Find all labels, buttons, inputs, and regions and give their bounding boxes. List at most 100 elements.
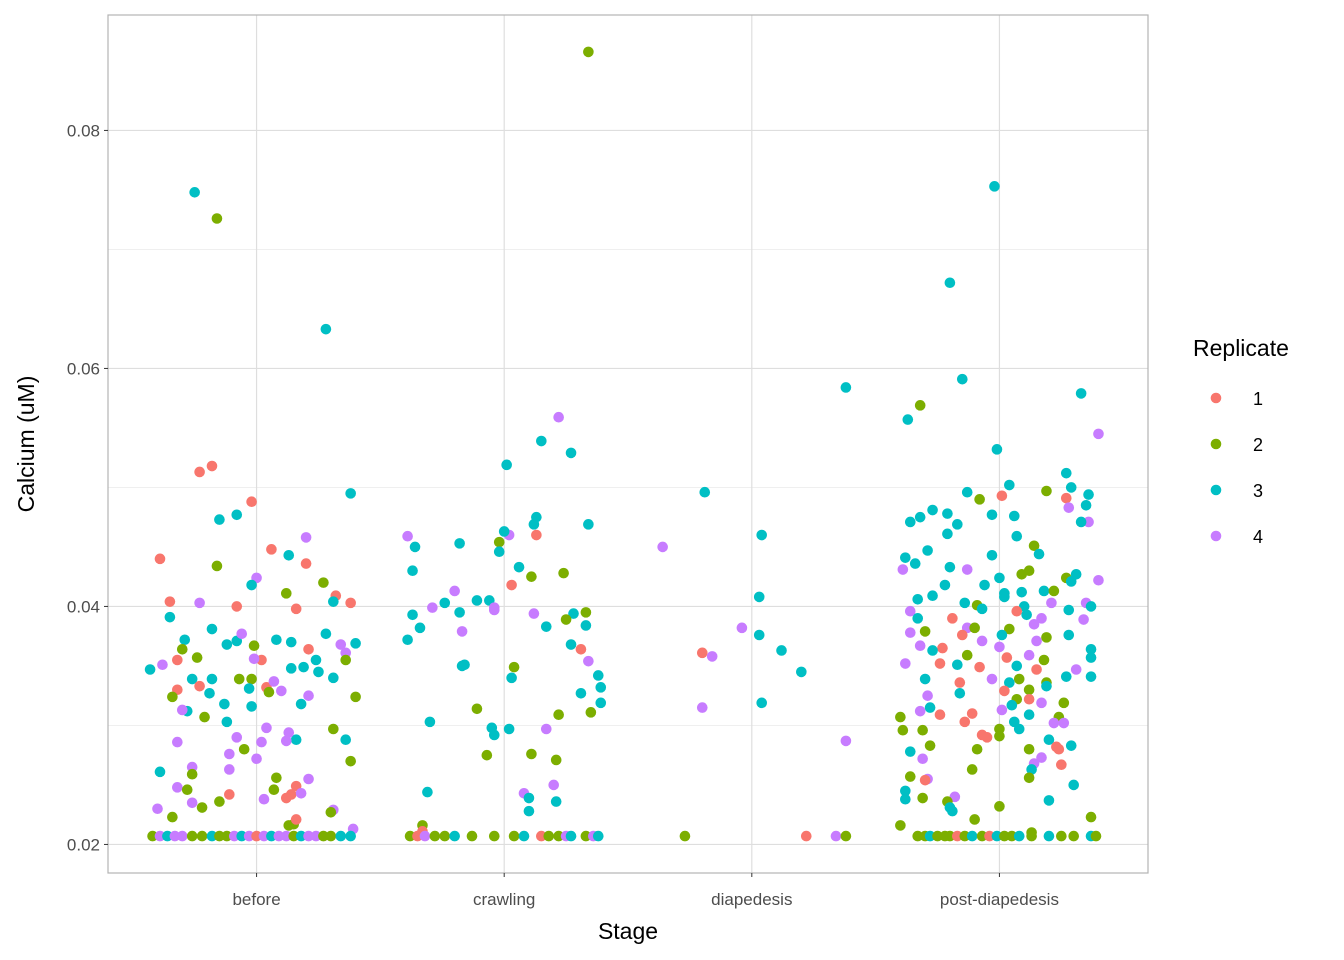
data-point-replicate-2	[944, 830, 956, 842]
data-point-replicate-2	[288, 830, 300, 842]
data-point-replicate-4	[154, 830, 166, 842]
data-point-replicate-2	[1041, 485, 1052, 497]
data-point-replicate-1	[224, 789, 235, 800]
data-point-replicate-1	[959, 716, 971, 728]
data-point-replicate-2	[580, 607, 592, 618]
data-point-replicate-2	[904, 771, 916, 782]
data-point-replicate-4	[176, 830, 188, 842]
data-point-replicate-4	[258, 793, 270, 805]
data-point-replicate-4	[1023, 649, 1035, 661]
data-point-replicate-3	[290, 734, 302, 746]
data-point-replicate-2	[325, 807, 337, 818]
data-point-replicate-3	[1013, 723, 1025, 735]
data-point-replicate-3	[991, 830, 1003, 842]
data-point-replicate-4	[186, 797, 198, 809]
data-point-replicate-4	[1048, 717, 1060, 729]
data-point-replicate-3	[927, 645, 938, 656]
data-point-replicate-4	[897, 564, 909, 575]
data-point-replicate-3	[540, 621, 552, 632]
data-point-replicate-3	[266, 830, 277, 842]
data-point-replicate-3	[285, 663, 297, 674]
data-point-replicate-3	[1043, 795, 1055, 806]
data-point-replicate-3	[246, 579, 257, 591]
data-point-replicate-1	[290, 814, 302, 825]
data-point-replicate-4	[976, 635, 988, 647]
data-point-replicate-3	[961, 486, 973, 498]
data-point-replicate-3	[313, 666, 324, 678]
data-point-replicate-3	[1060, 671, 1072, 682]
data-point-replicate-3	[295, 830, 307, 842]
data-point-replicate-1	[251, 830, 262, 842]
data-point-replicate-2	[280, 588, 292, 599]
data-point-replicate-2	[1004, 623, 1015, 635]
data-point-replicate-3	[1021, 609, 1032, 621]
legend-label: 3	[1253, 481, 1263, 501]
data-point-replicate-2	[328, 723, 339, 735]
data-point-replicate-4	[1070, 664, 1082, 675]
data-point-replicate-2	[1048, 585, 1060, 597]
data-point-replicate-4	[224, 748, 235, 760]
data-point-replicate-2	[350, 691, 361, 703]
data-point-replicate-4	[1031, 635, 1042, 647]
data-point-replicate-4	[268, 676, 280, 687]
data-point-replicate-4	[169, 830, 181, 842]
legend-key-4	[1210, 530, 1222, 542]
data-point-replicate-2	[471, 703, 483, 715]
data-point-replicate-3	[162, 830, 173, 842]
data-point-replicate-2	[550, 754, 562, 766]
data-point-replicate-4	[840, 735, 852, 747]
data-point-replicate-4	[456, 626, 468, 637]
data-point-replicate-2	[211, 560, 223, 572]
data-point-replicate-4	[273, 830, 285, 842]
data-point-replicate-3	[954, 688, 966, 699]
data-point-replicate-2	[340, 654, 352, 666]
legend-label: 1	[1253, 389, 1263, 409]
data-point-replicate-4	[419, 830, 431, 842]
data-point-replicate-1	[696, 647, 708, 659]
data-point-replicate-2	[404, 830, 416, 842]
data-point-replicate-2	[283, 820, 295, 831]
data-point-replicate-2	[917, 792, 928, 804]
data-point-replicate-2	[924, 740, 936, 751]
data-point-replicate-1	[800, 830, 812, 842]
data-point-replicate-1	[966, 708, 978, 719]
data-point-replicate-2	[526, 748, 537, 760]
data-point-replicate-3	[189, 187, 200, 198]
data-point-replicate-4	[276, 685, 287, 697]
data-point-replicate-3	[214, 514, 225, 525]
data-point-replicate-4	[449, 585, 460, 597]
data-point-replicate-2	[147, 830, 158, 842]
data-point-replicate-4	[152, 803, 163, 815]
data-point-replicate-3	[236, 830, 248, 842]
data-point-replicate-3	[699, 486, 711, 498]
data-point-replicate-3	[796, 666, 807, 678]
data-point-replicate-3	[407, 609, 418, 621]
data-point-replicate-4	[900, 658, 911, 669]
data-point-replicate-4	[657, 541, 668, 553]
legend-key-2	[1210, 438, 1222, 450]
data-point-replicate-3	[942, 528, 953, 540]
data-point-replicate-3	[1033, 548, 1045, 560]
data-point-replicate-4	[1058, 717, 1070, 729]
data-point-replicate-2	[429, 830, 441, 842]
data-point-replicate-3	[206, 830, 218, 842]
data-point-replicate-3	[345, 830, 356, 842]
data-point-replicate-2	[580, 830, 592, 842]
data-point-replicate-2	[1038, 654, 1050, 666]
data-point-replicate-4	[914, 705, 926, 717]
data-point-replicate-3	[909, 558, 921, 569]
data-point-replicate-1	[412, 830, 423, 842]
data-point-replicate-3	[1038, 585, 1050, 597]
y-tick-label: 0.02	[67, 835, 100, 854]
data-point-replicate-4	[1083, 516, 1094, 528]
data-point-replicate-1	[1060, 492, 1072, 504]
data-point-replicate-1	[954, 677, 966, 688]
data-point-replicate-3	[283, 549, 295, 561]
data-point-replicate-3	[756, 529, 768, 541]
data-point-replicate-3	[414, 622, 426, 634]
data-point-replicate-3	[298, 661, 309, 673]
data-point-replicate-4	[1036, 613, 1047, 624]
data-point-replicate-3	[1075, 388, 1087, 399]
data-point-replicate-2	[932, 830, 943, 842]
data-point-replicate-1	[300, 558, 312, 569]
